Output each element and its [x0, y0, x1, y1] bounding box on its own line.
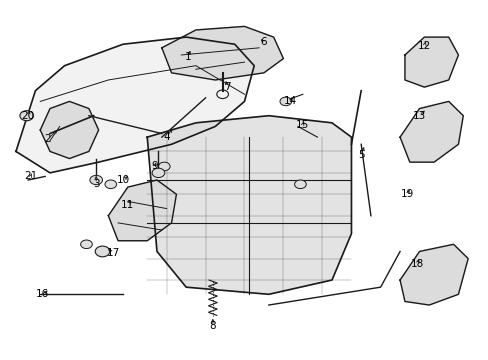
Text: 18: 18	[409, 259, 423, 269]
Text: 8: 8	[209, 321, 216, 332]
Circle shape	[105, 180, 116, 189]
Text: 2: 2	[44, 134, 51, 144]
Polygon shape	[40, 102, 99, 158]
Text: 12: 12	[417, 41, 430, 51]
Circle shape	[294, 180, 305, 189]
Text: 20: 20	[21, 111, 35, 121]
Polygon shape	[399, 244, 467, 305]
Text: 5: 5	[357, 150, 364, 160]
Polygon shape	[162, 26, 283, 80]
Circle shape	[152, 168, 164, 177]
Text: 15: 15	[296, 120, 309, 130]
Text: 14: 14	[284, 96, 297, 107]
Circle shape	[95, 246, 110, 257]
Polygon shape	[399, 102, 462, 162]
Text: 19: 19	[400, 189, 413, 199]
Text: 3: 3	[93, 179, 100, 189]
Text: 9: 9	[151, 161, 158, 171]
Text: 1: 1	[185, 52, 191, 62]
Text: 13: 13	[412, 111, 426, 121]
Polygon shape	[108, 180, 176, 241]
Circle shape	[280, 97, 291, 106]
Circle shape	[81, 240, 92, 249]
Text: 11: 11	[121, 200, 134, 210]
Polygon shape	[147, 116, 351, 294]
Circle shape	[20, 111, 33, 121]
Text: 17: 17	[106, 248, 120, 258]
Text: 16: 16	[36, 289, 49, 299]
Text: 7: 7	[224, 82, 230, 92]
Text: 21: 21	[24, 171, 37, 181]
Circle shape	[158, 162, 170, 171]
Text: 4: 4	[163, 132, 170, 142]
Text: 6: 6	[260, 37, 267, 48]
Polygon shape	[16, 37, 254, 173]
Polygon shape	[404, 37, 458, 87]
Text: 10: 10	[116, 175, 129, 185]
Circle shape	[90, 175, 102, 185]
